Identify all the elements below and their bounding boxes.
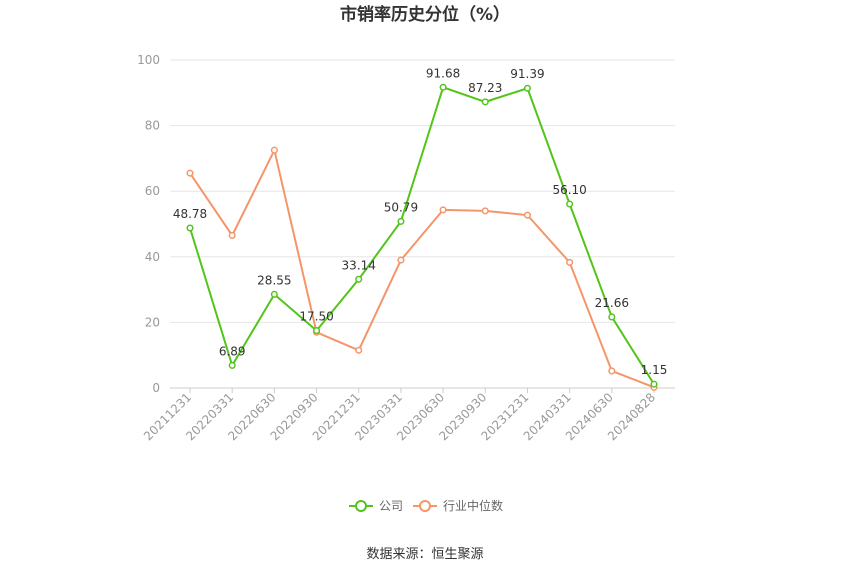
data-point[interactable] bbox=[523, 211, 532, 219]
y-tick-label: 80 bbox=[145, 119, 160, 133]
data-label: 87.23 bbox=[468, 81, 502, 95]
legend-marker bbox=[419, 500, 431, 512]
data-point[interactable] bbox=[397, 256, 405, 264]
chart-title: 市销率历史分位（%） bbox=[340, 4, 510, 25]
data-point[interactable] bbox=[186, 224, 194, 232]
data-point[interactable] bbox=[566, 258, 574, 266]
data-point[interactable] bbox=[523, 84, 532, 92]
data-point[interactable] bbox=[355, 275, 363, 283]
data-point[interactable] bbox=[312, 327, 321, 335]
series-line bbox=[189, 147, 655, 389]
data-label: 50.79 bbox=[384, 200, 418, 214]
data-label: 17.50 bbox=[299, 310, 333, 324]
series-layer bbox=[186, 83, 658, 391]
data-label: 91.68 bbox=[426, 66, 460, 80]
series-line bbox=[189, 86, 655, 385]
y-tick-label: 100 bbox=[137, 53, 160, 67]
data-point[interactable] bbox=[397, 217, 405, 225]
data-label: 28.55 bbox=[257, 273, 291, 287]
legend-marker bbox=[355, 500, 367, 512]
data-point[interactable] bbox=[228, 231, 236, 240]
data-point[interactable] bbox=[186, 169, 194, 177]
data-point[interactable] bbox=[228, 361, 236, 369]
data-point[interactable] bbox=[270, 290, 278, 298]
data-point[interactable] bbox=[439, 83, 447, 91]
data-label: 1.15 bbox=[641, 363, 668, 377]
legend-item[interactable]: 公司 bbox=[349, 499, 403, 513]
legend-label: 公司 bbox=[379, 499, 403, 513]
data-point[interactable] bbox=[566, 200, 574, 208]
y-axis: 0 20 40 60 80 100 bbox=[137, 53, 160, 395]
data-label: 56.10 bbox=[552, 183, 586, 197]
y-tick-label: 40 bbox=[145, 250, 160, 264]
data-label: 48.78 bbox=[173, 207, 207, 221]
data-point[interactable] bbox=[439, 206, 447, 214]
data-label: 91.39 bbox=[510, 67, 544, 81]
data-point[interactable] bbox=[481, 98, 489, 106]
data-labels: 48.78 6.89 28.55 17.50 33.14 50.79 91.68 87.23 9… bbox=[173, 66, 668, 377]
data-point[interactable] bbox=[355, 346, 363, 354]
data-point[interactable] bbox=[650, 380, 658, 388]
y-tick-label: 0 bbox=[152, 381, 160, 395]
data-label: 33.14 bbox=[342, 258, 376, 272]
legend[interactable]: 公司 行业中位数 bbox=[349, 498, 503, 513]
legend-label: 行业中位数 bbox=[443, 498, 503, 513]
data-point[interactable] bbox=[608, 367, 616, 375]
y-tick-label: 60 bbox=[145, 184, 160, 198]
legend-item[interactable]: 行业中位数 bbox=[413, 498, 503, 513]
data-label: 21.66 bbox=[595, 296, 629, 310]
data-point[interactable] bbox=[481, 207, 489, 215]
x-axis: 2021123120220331202206302022093020221231… bbox=[141, 387, 675, 443]
y-tick-label: 20 bbox=[145, 315, 160, 329]
data-point[interactable] bbox=[270, 146, 278, 154]
data-point[interactable] bbox=[608, 313, 616, 321]
data-label: 6.89 bbox=[219, 344, 246, 358]
source-note: 数据来源：恒生聚源 bbox=[366, 547, 483, 562]
